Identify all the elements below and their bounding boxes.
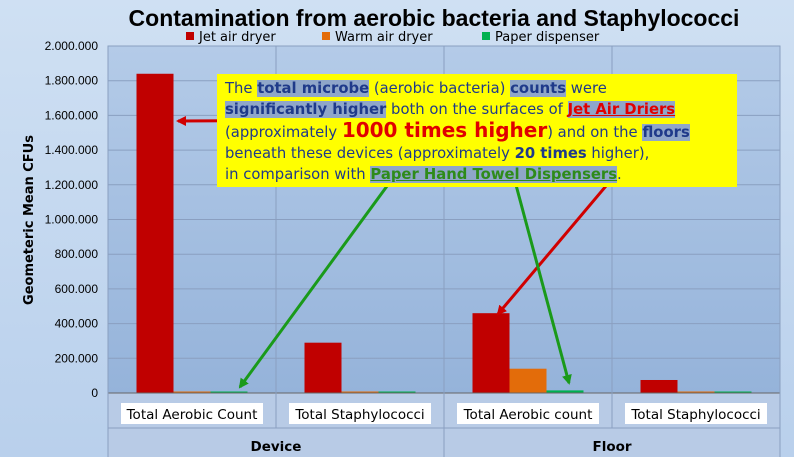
callout-text: . xyxy=(617,166,622,183)
bar xyxy=(546,390,584,393)
bar xyxy=(509,368,547,393)
callout-text: higher), xyxy=(586,145,650,162)
callout-line-3: (approximately 1000 times higher) and on… xyxy=(225,120,729,143)
y-axis-ticks: 0 200.000 400.000 600.000 800.000 1.000.000 1.… xyxy=(45,39,99,400)
legend-label: Jet air dryer xyxy=(198,30,276,45)
category-label-box xyxy=(121,403,263,424)
callout-emphasis: 20 times xyxy=(514,145,587,162)
y-tick-label: 200.000 xyxy=(55,351,99,365)
callout-emphasis: counts xyxy=(510,80,567,97)
callout-emphasis: significantly higher xyxy=(225,101,387,118)
bars xyxy=(136,73,752,393)
arrow-green-paper-device xyxy=(238,181,392,389)
bar xyxy=(173,391,211,393)
callout-text: both on the surfaces of xyxy=(386,101,568,118)
category-label-box xyxy=(289,403,431,424)
callout-line-4: beneath these devices (approximately 20 … xyxy=(225,143,729,164)
y-tick-label: 400.000 xyxy=(55,317,99,331)
callout-text: ) and on the xyxy=(547,124,643,141)
callout-line-1: The total microbe (aerobic bacteria) cou… xyxy=(225,78,729,99)
legend-label: Warm air dryer xyxy=(335,30,433,45)
callout-emphasis: total microbe xyxy=(257,80,370,97)
annotation-callout: The total microbe (aerobic bacteria) cou… xyxy=(217,74,737,187)
bar xyxy=(304,342,342,393)
y-tick-label: 1.400.000 xyxy=(45,143,99,157)
legend: Jet air dryer Warm air dryer Paper dispens… xyxy=(186,30,600,45)
legend-label: Paper dispenser xyxy=(495,30,600,45)
x-tick-label: Total Staphylococci xyxy=(630,407,760,423)
callout-1000-times: 1000 times higher xyxy=(341,118,548,142)
arrow-green-paper-floor xyxy=(514,184,572,385)
bar xyxy=(210,391,248,393)
y-tick-label: 800.000 xyxy=(55,247,99,261)
bar xyxy=(378,391,416,393)
category-label-box xyxy=(625,403,767,424)
legend-swatch xyxy=(322,32,330,40)
x-tick-label: Total Aerobic count xyxy=(463,407,593,423)
group-label: Floor xyxy=(592,439,631,455)
legend-swatch xyxy=(482,32,490,40)
bar xyxy=(472,313,510,393)
callout-emphasis: floors xyxy=(642,124,690,141)
callout-text: beneath these devices (approximately xyxy=(225,145,515,162)
category-label-box xyxy=(457,403,599,424)
y-tick-label: 1.000.000 xyxy=(45,213,99,227)
x-tick-label: Total Aerobic Count xyxy=(126,407,258,423)
bar xyxy=(640,379,678,393)
callout-line-2: significantly higher both on the surface… xyxy=(225,99,729,120)
y-tick-label: 1.200.000 xyxy=(45,178,99,192)
callout-text: in comparison with xyxy=(225,166,371,183)
bar xyxy=(677,391,715,393)
bar xyxy=(136,73,174,393)
y-tick-label: 0 xyxy=(91,386,98,400)
callout-text: The xyxy=(225,80,258,97)
y-tick-label: 2.000.000 xyxy=(45,39,99,53)
bar xyxy=(714,391,752,393)
callout-line-5: in comparison with Paper Hand Towel Disp… xyxy=(225,164,729,185)
group-label: Device xyxy=(251,439,302,455)
callout-text: (approximately xyxy=(225,124,342,141)
x-axis: Total Aerobic Count Total Staphylococci To… xyxy=(107,46,781,457)
callout-jet-air-driers: Jet Air Driers xyxy=(567,101,676,118)
y-axis-label: Geometeric Mean CFUs xyxy=(22,135,37,305)
bar xyxy=(341,391,379,393)
x-tick-label: Total Staphylococci xyxy=(294,407,424,423)
legend-swatch xyxy=(186,32,194,40)
callout-paper-dispensers: Paper Hand Towel Dispensers xyxy=(370,166,618,183)
callout-text: were xyxy=(566,80,607,97)
callout-text: (aerobic bacteria) xyxy=(369,80,511,97)
y-tick-label: 600.000 xyxy=(55,282,99,296)
y-tick-label: 1.600.000 xyxy=(45,108,99,122)
y-tick-label: 1.800.000 xyxy=(45,74,99,88)
chart-title: Contamination from aerobic bacteria and … xyxy=(129,5,740,31)
